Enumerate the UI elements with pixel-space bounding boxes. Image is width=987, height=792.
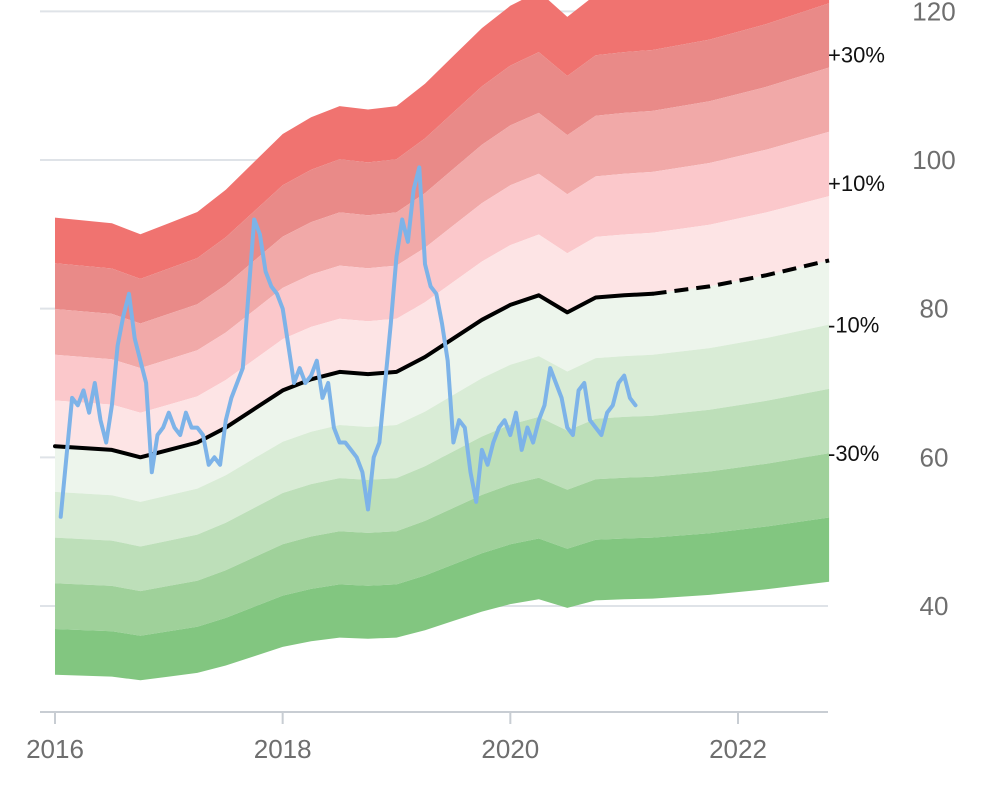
base-trend-line xyxy=(53,291,655,460)
label-layer: +30% +10% -10% -30% xyxy=(828,42,885,466)
band-label: -10% xyxy=(828,313,879,338)
x-tick-label: 2020 xyxy=(481,734,539,764)
projection-trend-line xyxy=(652,258,830,296)
band-minus-20 xyxy=(55,324,830,547)
band-label: +10% xyxy=(828,171,885,196)
band-minus-50 xyxy=(55,517,830,681)
band-plus-40 xyxy=(55,3,830,324)
y-tick-label: 120 xyxy=(912,0,955,26)
band-minus-30 xyxy=(55,388,830,592)
x-tick-label: 2018 xyxy=(254,734,312,764)
line-layer xyxy=(53,165,830,519)
y-tick-label: 80 xyxy=(920,294,949,324)
price-series-line xyxy=(58,165,638,519)
y-tick-label: 40 xyxy=(920,591,949,621)
x-tick-label: 2016 xyxy=(26,734,84,764)
band-label: -30% xyxy=(828,441,879,466)
axis-layer: 2016 2018 2020 2022 40 60 80 100 120 xyxy=(26,0,956,764)
band-plus-20 xyxy=(55,131,830,413)
y-tick-label: 100 xyxy=(912,145,955,175)
band-layer xyxy=(55,0,830,681)
x-tick-label: 2022 xyxy=(709,734,767,764)
band-label: +30% xyxy=(828,42,885,67)
y-tick-label: 60 xyxy=(920,442,949,472)
band-minus-10 xyxy=(55,260,830,502)
band-minus-40 xyxy=(55,453,830,636)
band-plus-50 xyxy=(55,0,830,279)
